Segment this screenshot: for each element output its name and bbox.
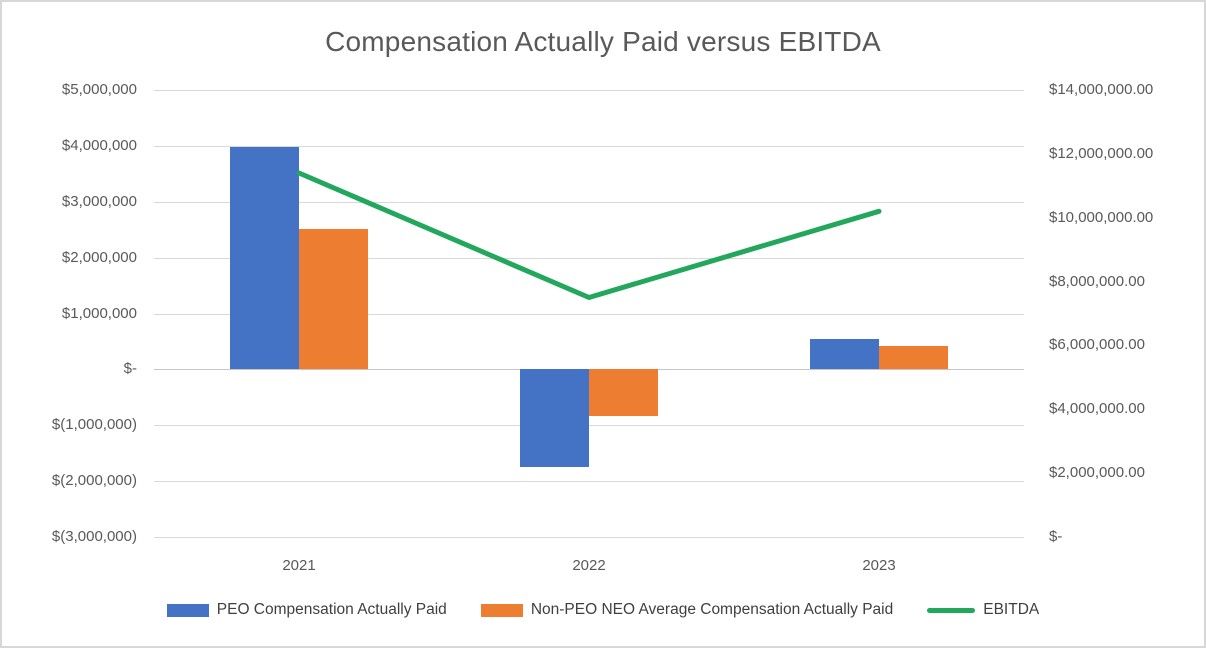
left-axis-tick-label: $3,000,000: [61, 192, 137, 210]
legend-item-non-peo-neo: Non-PEO NEO Average Compensation Actuall…: [480, 601, 894, 619]
ebitda-line-layer: [296, 170, 882, 300]
legend-swatch-ebitda: [927, 607, 976, 613]
gridline: [154, 201, 1024, 203]
right-axis-tick-label: $8,000,000.00: [1049, 272, 1145, 290]
left-axis-tick-label: $-: [123, 360, 137, 378]
left-axis-tick-label: $1,000,000: [61, 304, 137, 322]
x-axis-label: 2022: [572, 557, 606, 574]
right-axis-tick-label: $14,000,000.00: [1049, 81, 1154, 98]
legend-item-ebitda: EBITDA: [927, 601, 1039, 619]
legend-label-peo: PEO Compensation Actually Paid: [216, 601, 447, 618]
gridline: [154, 313, 1024, 315]
legend-swatch-peo: [166, 603, 209, 617]
left-axis-tick-label: $4,000,000: [61, 136, 137, 154]
chart-title: Compensation Actually Paid versus EBITDA: [325, 26, 881, 57]
non-peo-neo-bar-2022: [589, 369, 658, 416]
left-axis-tick-label: $(1,000,000): [51, 416, 137, 434]
gridline: [154, 145, 1024, 147]
right-axis-tick-label: $2,000,000.00: [1049, 464, 1145, 482]
legend: PEO Compensation Actually Paid Non-PEO NE…: [2, 601, 1204, 619]
left-axis-tick-label: $5,000,000: [61, 81, 137, 98]
peo-bar-2023: [810, 338, 879, 370]
gridline: [154, 481, 1024, 483]
non-peo-neo-bar-2023: [879, 345, 948, 370]
right-axis-tick-label: $12,000,000.00: [1049, 144, 1154, 162]
plot-area: [154, 90, 1024, 538]
left-axis-tick-label: $(2,000,000): [51, 472, 137, 490]
legend-swatch-non-peo-neo: [480, 603, 523, 617]
gridline: [154, 257, 1024, 259]
left-axis-tick-label: $(3,000,000): [51, 528, 137, 545]
peo-bar-2022: [520, 369, 589, 467]
legend-item-peo: PEO Compensation Actually Paid: [166, 601, 447, 619]
left-axis-tick-label: $2,000,000: [61, 248, 137, 266]
right-axis-tick-label: $4,000,000.00: [1049, 400, 1145, 418]
right-axis-tick-label: $-: [1049, 528, 1063, 545]
x-axis-label: 2021: [282, 557, 316, 574]
gridline: [154, 537, 1024, 538]
non-peo-neo-bar-2021: [299, 228, 368, 370]
peo-bar-2021: [230, 147, 299, 370]
right-axis-tick-label: $10,000,000.00: [1049, 208, 1154, 226]
gridline: [154, 425, 1024, 427]
right-axis-tick-label: $6,000,000.00: [1049, 336, 1145, 354]
x-axis-label: 2023: [862, 557, 896, 574]
ebitda-line: [296, 170, 882, 300]
legend-label-non-peo-neo: Non-PEO NEO Average Compensation Actuall…: [530, 601, 894, 618]
legend-label-ebitda: EBITDA: [983, 601, 1040, 618]
gridline: [154, 90, 1024, 91]
